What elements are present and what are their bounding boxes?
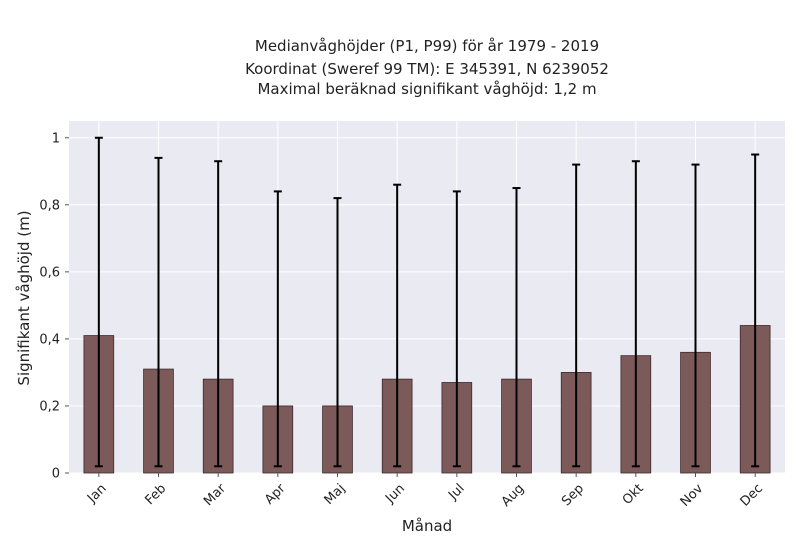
error-bar-feb (154, 156, 163, 468)
error-bar-mar (214, 160, 223, 468)
x-tick-label-dec: Dec (738, 481, 766, 509)
x-tick-label-feb: Feb (142, 481, 169, 508)
x-axis-ticks: Jan Feb Mar Apr Maj Jun Jul Aug Sep Okt Nov Dec (84, 473, 766, 510)
y-tick-label: 1 (52, 131, 60, 146)
x-tick-label-nov: Nov (678, 481, 707, 510)
title-line-1: Medianvåghöjder (P1, P99) för år 1979 - … (255, 37, 599, 55)
error-bar-aug (512, 187, 521, 468)
y-tick-label: 0,2 (39, 399, 60, 414)
y-tick-label: 0,4 (39, 332, 60, 347)
y-axis-ticks: 0 0,2 0,4 0,6 0,8 1 (39, 131, 69, 482)
error-bar-jan (94, 136, 103, 468)
x-tick-label-jun: Jun (382, 481, 408, 507)
error-bar-maj (333, 197, 342, 468)
x-tick-label-aug: Aug (499, 481, 528, 510)
x-tick-label-apr: Apr (262, 481, 289, 508)
x-tick-label-maj: Maj (322, 481, 349, 508)
error-bar-okt (631, 160, 640, 468)
error-bar-jun (393, 183, 402, 468)
x-tick-label-okt: Okt (620, 481, 647, 508)
chart-title: Medianvåghöjder (P1, P99) för år 1979 - … (245, 37, 609, 98)
y-tick-label: 0 (52, 467, 60, 482)
error-bar-nov (691, 163, 700, 468)
title-line-2: Koordinat (Sweref 99 TM): E 345391, N 62… (245, 60, 609, 78)
x-tick-label-jul: Jul (445, 481, 467, 503)
plot-area (69, 121, 785, 473)
error-bars (94, 136, 760, 468)
x-axis-label: Månad (402, 517, 452, 535)
x-tick-label-sep: Sep (559, 481, 587, 509)
y-tick-label: 0,8 (39, 198, 60, 213)
error-bar-dec (751, 153, 760, 468)
y-tick-label: 0,6 (39, 265, 60, 280)
x-tick-label-jan: Jan (84, 481, 109, 506)
title-line-3: Maximal beräknad signifikant våghöjd: 1,… (257, 80, 596, 98)
error-bar-apr (273, 190, 282, 468)
x-tick-label-mar: Mar (201, 481, 229, 509)
error-bar-sep (572, 163, 581, 468)
y-axis-label: Signifikant våghöjd (m) (15, 210, 33, 385)
error-bar-jul (452, 190, 461, 468)
